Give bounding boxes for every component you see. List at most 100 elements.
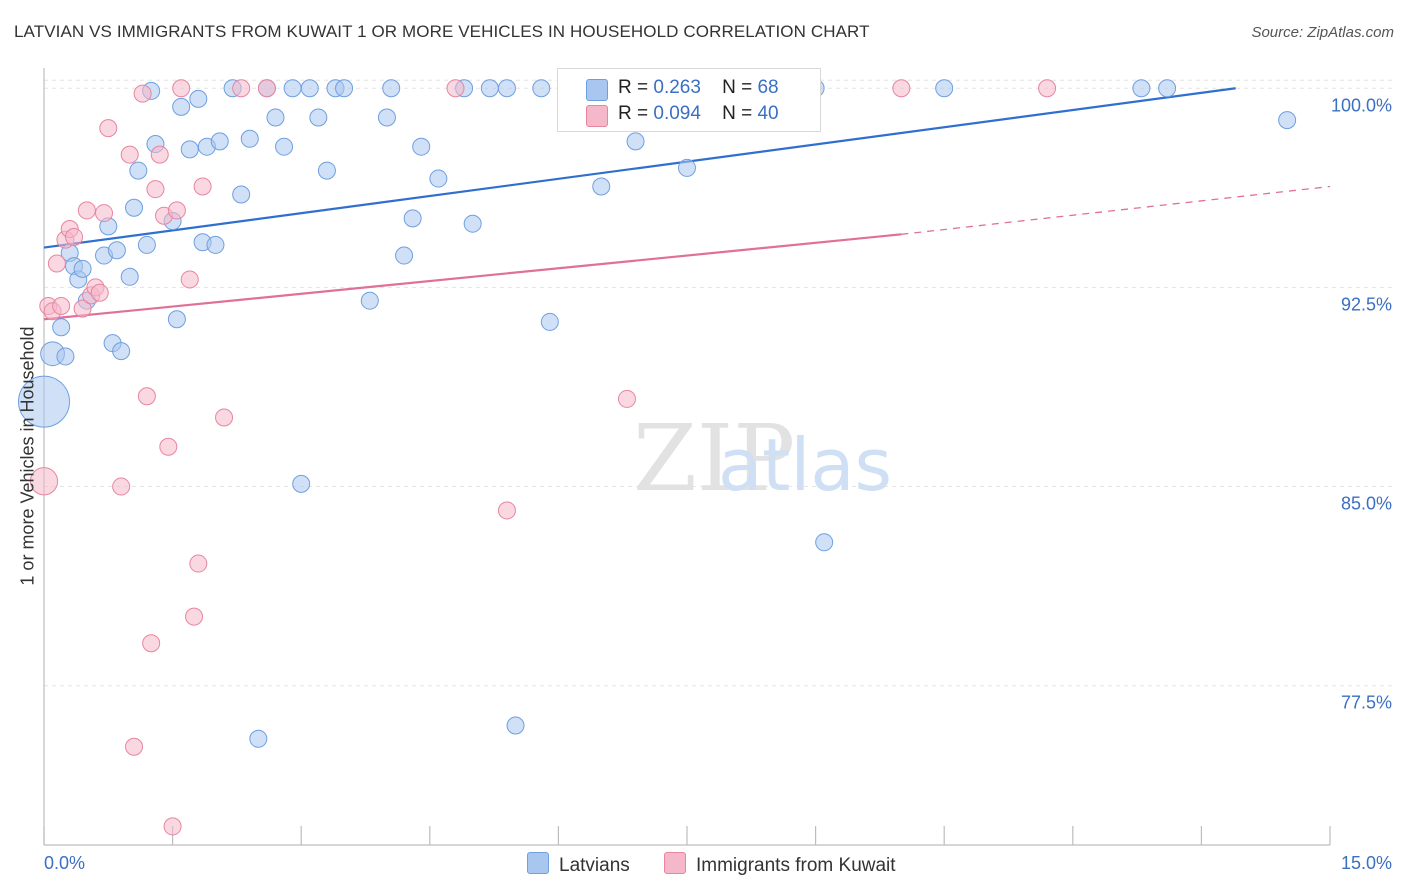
data-point (193, 177, 212, 196)
data-point (73, 299, 92, 318)
data-point (150, 145, 169, 164)
data-point (377, 108, 396, 127)
legend-r-value: 0.263 (653, 77, 701, 98)
y-tick-label: 77.5% (1341, 693, 1392, 713)
data-point (52, 297, 71, 315)
data-point (18, 375, 70, 428)
data-point (395, 246, 414, 265)
data-point (77, 201, 96, 220)
data-point (129, 161, 148, 180)
data-point (137, 387, 156, 406)
legend-n-value: 68 (757, 77, 779, 98)
data-point (29, 467, 59, 496)
bottom-legend-swatch (664, 852, 686, 874)
data-point (626, 132, 645, 151)
data-point (120, 267, 139, 286)
data-point (497, 501, 516, 520)
data-point (73, 259, 92, 278)
data-point (172, 97, 191, 116)
data-point (232, 185, 251, 204)
data-point (180, 140, 199, 159)
data-point (180, 270, 199, 289)
data-point (133, 84, 152, 103)
data-point (240, 129, 259, 148)
data-point (429, 169, 448, 188)
data-point (412, 137, 431, 156)
data-point (120, 145, 139, 164)
data-point (95, 204, 114, 223)
y-tick-label: 92.5% (1341, 294, 1392, 314)
data-point (52, 318, 71, 337)
data-point (300, 79, 319, 98)
correlation-legend: R = 0.263 N = 68 R = 0.094 N = 40 (557, 68, 821, 132)
data-point (678, 158, 696, 177)
trend-lines (43, 87, 1331, 321)
data-point (283, 79, 302, 98)
data-point (892, 79, 911, 98)
data-point (56, 347, 75, 366)
data-point (403, 209, 422, 228)
data-point (463, 214, 482, 233)
data-point (99, 119, 118, 138)
data-point (65, 227, 84, 246)
data-point (257, 79, 276, 98)
data-point (317, 161, 336, 180)
watermark-atlas: atlas (718, 423, 892, 507)
trend-line (43, 233, 902, 321)
data-point (532, 79, 551, 98)
data-point (446, 79, 465, 98)
data-point (1132, 79, 1151, 98)
watermark: ZIP atlas (633, 405, 892, 512)
data-point (146, 180, 165, 199)
data-point (1278, 111, 1297, 130)
legend-swatch-latvians (586, 79, 608, 101)
data-point (249, 729, 268, 748)
legend-n-value: 40 (757, 103, 779, 124)
data-point (232, 79, 251, 98)
legend-r-value: 0.094 (653, 103, 701, 124)
bottom-legend-swatch (527, 852, 549, 874)
data-point (309, 108, 328, 127)
data-point (540, 312, 559, 331)
legend-r-label: R = (618, 103, 649, 124)
data-point (167, 201, 186, 220)
data-point (112, 477, 131, 496)
legend-r-label: R = (618, 77, 649, 98)
data-point (275, 137, 294, 156)
data-point (215, 408, 234, 427)
data-point (266, 108, 285, 127)
source-credit: Source: ZipAtlas.com (1251, 24, 1394, 41)
data-point (480, 79, 499, 98)
data-point (206, 235, 225, 254)
data-point (335, 79, 354, 98)
bottom-legend-kuwait: Immigrants from Kuwait (664, 852, 896, 877)
data-point (1038, 79, 1057, 98)
trend-line-extension (901, 185, 1331, 235)
data-point (107, 241, 126, 260)
x-tick-label: 0.0% (44, 853, 85, 873)
y-tick-label: 85.0% (1341, 494, 1392, 514)
data-point (382, 79, 401, 98)
data-point (159, 437, 178, 456)
bottom-legend-latvians: Latvians (527, 852, 630, 877)
data-point (90, 283, 109, 302)
legend-swatch-kuwait (586, 105, 608, 127)
legend-n-label: N = (722, 77, 753, 98)
chart-title: LATVIAN VS IMMIGRANTS FROM KUWAIT 1 OR M… (14, 22, 870, 41)
data-point (137, 235, 156, 254)
data-point (47, 254, 66, 273)
data-point (592, 177, 611, 196)
data-point (189, 554, 208, 573)
watermark-zip: ZIP (633, 405, 795, 512)
data-point (292, 474, 311, 493)
data-point (210, 132, 229, 151)
data-point (163, 817, 182, 836)
data-point (125, 737, 144, 756)
data-point (815, 533, 834, 552)
x-tick-label: 15.0% (1341, 853, 1392, 873)
data-point (189, 89, 208, 108)
data-point (935, 79, 954, 98)
data-point (506, 716, 525, 735)
y-tick-label: 100.0% (1331, 95, 1392, 115)
